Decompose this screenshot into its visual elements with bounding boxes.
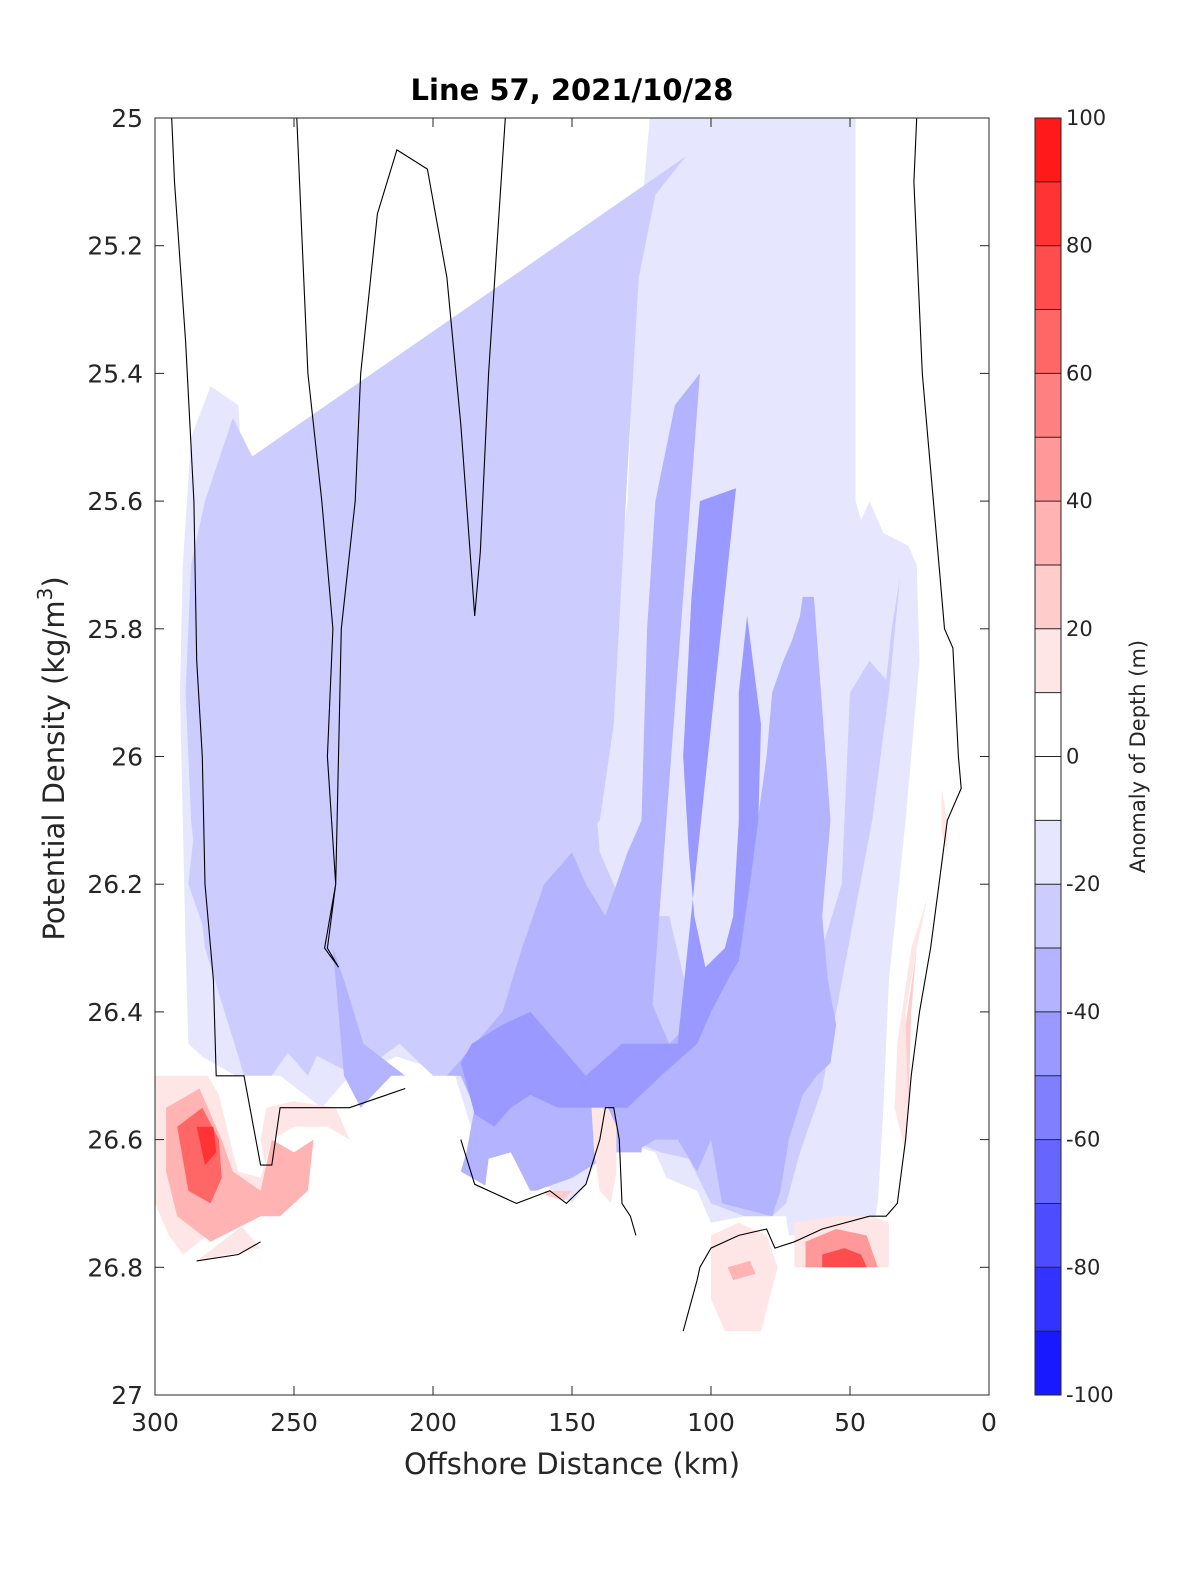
x-tick-label: 50 xyxy=(834,1408,866,1437)
axis-ticks: 300 250 200 150 100 50 0 25 25.2 25.4 25.6 25.8 26 26… xyxy=(87,104,997,1437)
colorbar-segment xyxy=(1035,1075,1061,1141)
colorbar-segment xyxy=(1035,373,1061,438)
y-tick-label: 25.8 xyxy=(87,615,143,644)
x-tick-label: 100 xyxy=(687,1408,735,1437)
colorbar-segment xyxy=(1035,1331,1061,1396)
colorbar-tick-label: 40 xyxy=(1066,489,1093,513)
zero-contour-line-0 xyxy=(171,118,406,1166)
colorbar-tick-label: -100 xyxy=(1066,1383,1114,1407)
anomaly-region-3 xyxy=(460,488,761,1127)
no-data-region-0 xyxy=(399,1075,461,1153)
y-tick-label: 26.6 xyxy=(87,1126,143,1155)
zero-contour-line-1 xyxy=(296,118,506,968)
colorbar-segment xyxy=(1035,564,1061,630)
colorbar-tick-label: -20 xyxy=(1066,872,1100,896)
positive-anomaly-patch-12 xyxy=(894,897,928,1153)
zero-contour-line-2 xyxy=(682,118,962,1332)
y-tick-label: 25 xyxy=(111,104,143,133)
y-tick-label: 26.2 xyxy=(87,870,143,899)
colorbar-tick-label: -60 xyxy=(1066,1128,1100,1152)
y-tick-label: 25.6 xyxy=(87,487,143,516)
colorbar-segment xyxy=(1035,1011,1061,1077)
colorbar-tick-label: 60 xyxy=(1066,361,1093,385)
colorbar-segment xyxy=(1035,1267,1061,1332)
x-tick-label: 150 xyxy=(548,1408,596,1437)
x-tick-label: 200 xyxy=(409,1408,457,1437)
positive-anomaly-patch-13 xyxy=(905,948,917,1108)
colorbar-label: Anomaly of Depth (m) xyxy=(1126,640,1150,873)
colorbar-tick-label: 80 xyxy=(1066,234,1093,258)
positive-anomaly-patch-10 xyxy=(822,1248,867,1268)
colorbar-tick-label: 0 xyxy=(1066,745,1079,769)
positive-anomaly-patch-11 xyxy=(941,788,948,853)
colorbar-tick-label: -80 xyxy=(1066,1255,1100,1279)
colorbar-segment xyxy=(1035,245,1061,311)
positive-anomaly-patch-4 xyxy=(591,1107,617,1204)
y-axis-label-main: Potential Density (kg/m xyxy=(37,600,71,940)
no-data-region-2 xyxy=(599,1235,698,1332)
colorbar-segment xyxy=(1035,1139,1061,1204)
chart-title: Line 57, 2021/10/28 xyxy=(411,73,734,107)
y-tick-label: 26.4 xyxy=(87,998,143,1027)
x-axis-label: Offshore Distance (km) xyxy=(404,1447,740,1481)
colorbar-tick-label: 100 xyxy=(1066,106,1106,130)
y-axis-label-close: ) xyxy=(37,576,71,587)
colorbar-segment xyxy=(1035,628,1061,694)
colorbar-tick-label: 20 xyxy=(1066,617,1093,641)
x-tick-label: 300 xyxy=(131,1408,179,1437)
colorbar-tick-label: -40 xyxy=(1066,1000,1100,1024)
colorbar-segment xyxy=(1035,820,1061,885)
no-data-region-3 xyxy=(155,1267,261,1395)
plot-area xyxy=(155,118,962,1395)
no-data-region-1 xyxy=(483,1152,578,1268)
zero-contour-line-3 xyxy=(460,1107,637,1236)
colorbar-segment xyxy=(1035,437,1061,502)
colorbar-segment xyxy=(1035,501,1061,566)
colorbar-segment xyxy=(1035,309,1061,374)
positive-anomaly-patch-7 xyxy=(727,1260,756,1281)
colorbar-segment xyxy=(1035,1203,1061,1268)
colorbar-segment xyxy=(1035,756,1061,821)
y-tick-label: 27 xyxy=(111,1381,143,1410)
colorbar-segment xyxy=(1035,181,1061,247)
colorbar-segment xyxy=(1035,118,1061,183)
y-tick-label: 26.8 xyxy=(87,1253,143,1282)
x-tick-label: 0 xyxy=(981,1408,997,1437)
x-tick-label: 250 xyxy=(270,1408,318,1437)
colorbar-segment xyxy=(1035,692,1061,757)
y-tick-label: 25.2 xyxy=(87,232,143,261)
anomaly-region-1 xyxy=(185,156,901,1217)
zero-contour-line-4 xyxy=(196,1241,261,1262)
colorbar: 100 80 60 40 20 0 -20 -40 -60 -80 -100 xyxy=(1034,106,1114,1407)
y-tick-label: 26 xyxy=(111,743,143,772)
colorbar-segment xyxy=(1035,884,1061,949)
y-axis-label: Potential Density (kg/m3) xyxy=(33,576,71,940)
y-tick-label: 25.4 xyxy=(87,359,143,388)
colorbar-segment xyxy=(1035,948,1061,1013)
y-axis-label-superscript: 3 xyxy=(33,588,57,601)
positive-anomaly-patch-3 xyxy=(196,1126,217,1166)
